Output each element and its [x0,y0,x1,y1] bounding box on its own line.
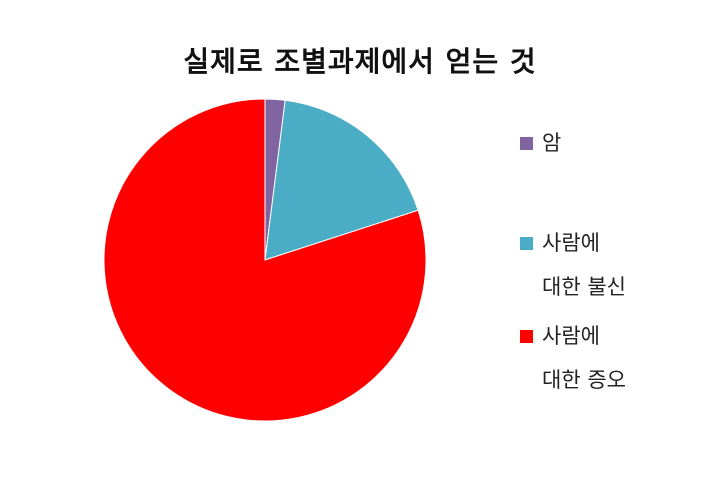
chart-title: 실제로 조별과제에서 얻는 것 [183,45,537,78]
legend-item-cancer: 암 [520,128,672,165]
pie-slices [103,98,427,422]
legend-item-hatred: 사람에 대한 증오 [520,321,672,402]
pie-slice-distrust [264,99,419,261]
pie-slice-hatred [103,98,427,422]
legend-label-distrust: 사람에 대한 불신 [542,231,626,299]
legend-label-hatred: 사람에 대한 증오 [542,324,626,392]
legend-label-cancer: 암 [542,131,562,155]
legend-item-distrust: 사람에 대한 불신 [520,228,672,309]
legend-swatch-distrust [520,237,533,250]
legend-swatch-hatred [520,330,533,343]
legend-swatch-cancer [520,137,533,150]
